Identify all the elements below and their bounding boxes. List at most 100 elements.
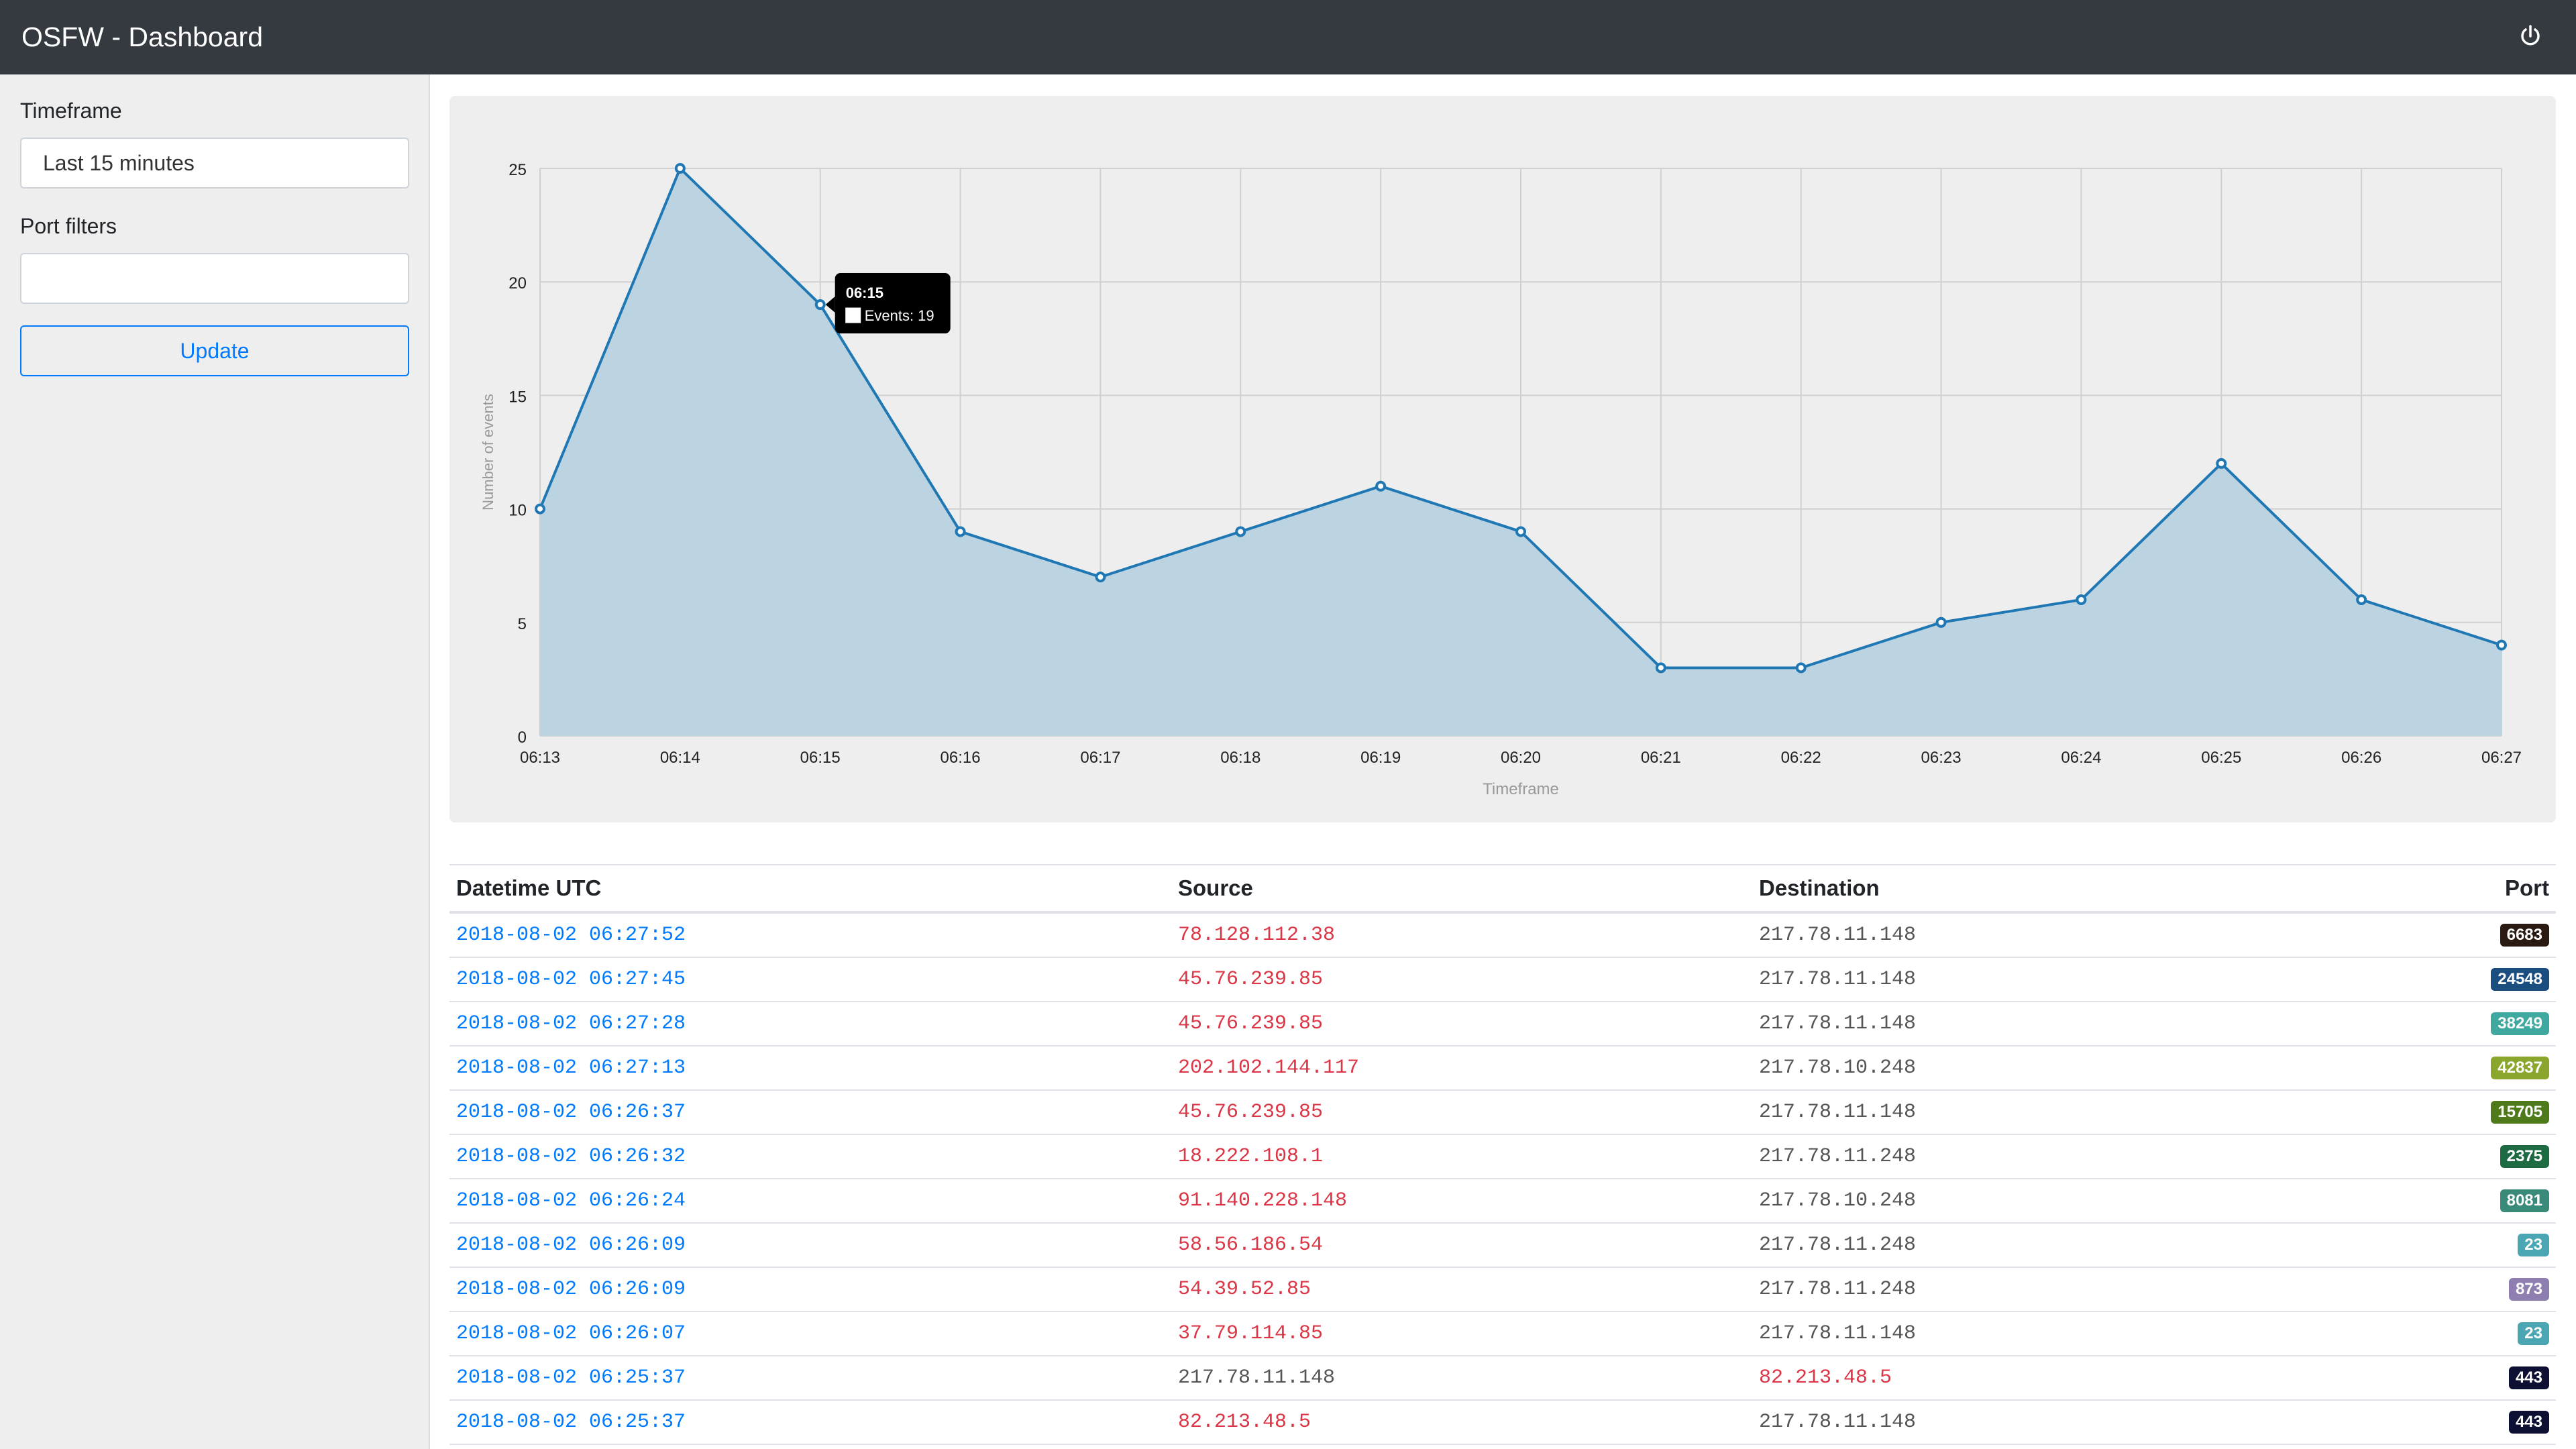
row-port-cell: 6683 — [2356, 912, 2556, 958]
timeframe-select[interactable]: Last 15 minutes — [20, 138, 409, 189]
row-source: 202.102.144.117 — [1171, 1046, 1752, 1091]
row-datetime-link[interactable]: 2018-08-02 06:27:13 — [449, 1046, 1171, 1091]
port-badge: 873 — [2508, 1278, 2549, 1301]
row-port-cell: 443 — [2356, 1356, 2556, 1401]
events-chart: 0 5 10 15 20 25 06:13 06:14 06:15 06:16 06:17 06:18… — [480, 161, 2522, 798]
data-point — [2216, 458, 2227, 469]
row-port-cell: 38249 — [2356, 1002, 2556, 1046]
data-point — [814, 299, 826, 311]
row-datetime-link[interactable]: 2018-08-02 06:26:32 — [449, 1134, 1171, 1179]
port-filters-input[interactable] — [20, 253, 409, 304]
data-point — [2076, 594, 2087, 605]
row-datetime-link[interactable]: 2018-08-02 06:26:09 — [449, 1223, 1171, 1268]
x-tick-label: 06:16 — [941, 749, 981, 767]
x-axis-label: Timeframe — [1483, 780, 1559, 798]
port-badge: 8081 — [2500, 1189, 2549, 1212]
top-navbar: OSFW - Dashboard — [0, 0, 2576, 74]
row-port-cell: 443 — [2356, 1400, 2556, 1445]
data-point — [535, 503, 545, 515]
table-row: 2018-08-02 06:26:32 18.222.108.1 217.78.11… — [449, 1134, 2556, 1179]
row-datetime-link[interactable]: 2018-08-02 06:27:45 — [449, 957, 1171, 1002]
data-point — [1095, 572, 1106, 583]
x-tick-label: 06:14 — [660, 749, 700, 767]
row-port-cell: 24548 — [2356, 957, 2556, 1002]
row-datetime-link[interactable]: 2018-08-02 06:26:37 — [449, 1090, 1171, 1135]
x-tick-label: 06:19 — [1360, 749, 1401, 767]
power-icon[interactable] — [2517, 23, 2544, 50]
port-badge: 6683 — [2500, 924, 2549, 947]
row-source: 217.78.11.148 — [1171, 1356, 1752, 1401]
row-destination: 82.213.48.5 — [1752, 1356, 2356, 1401]
chart-tooltip — [835, 273, 951, 334]
row-port-cell: 873 — [2356, 1267, 2556, 1312]
table-row: 2018-08-02 06:27:13 202.102.144.117 217.78… — [449, 1046, 2556, 1091]
table-row: 2018-08-02 06:27:45 45.76.239.85 217.78.11… — [449, 957, 2556, 1002]
row-datetime-link[interactable]: 2018-08-02 06:27:28 — [449, 1002, 1171, 1046]
table-row: 2018-08-02 06:26:37 45.76.239.85 217.78.11… — [449, 1090, 2556, 1135]
data-point — [1515, 526, 1526, 537]
x-tick-label: 06:23 — [1921, 749, 1962, 767]
data-point — [955, 526, 966, 537]
y-tick-label: 25 — [508, 161, 527, 179]
row-port-cell: 15705 — [2356, 1090, 2556, 1135]
row-datetime-link[interactable]: 2018-08-02 06:25:37 — [449, 1400, 1171, 1445]
port-badge: 443 — [2508, 1366, 2549, 1389]
row-destination: 217.78.11.148 — [1752, 1311, 2356, 1356]
row-source: 18.222.108.1 — [1171, 1134, 1752, 1179]
port-badge: 24548 — [2491, 968, 2549, 991]
events-table: Datetime UTC Source Destination Port 201… — [449, 864, 2556, 1445]
row-source: 82.213.48.5 — [1171, 1400, 1752, 1445]
tooltip-label: Events: 19 — [865, 307, 934, 324]
header-port: Port — [2356, 864, 2556, 914]
row-destination: 217.78.11.148 — [1752, 912, 2356, 958]
header-datetime: Datetime UTC — [449, 864, 1171, 914]
header-destination: Destination — [1752, 864, 2356, 914]
row-source: 91.140.228.148 — [1171, 1179, 1752, 1224]
y-axis-label: Number of events — [480, 394, 496, 511]
row-destination: 217.78.11.148 — [1752, 957, 2356, 1002]
port-filters-label: Port filters — [20, 214, 117, 238]
x-tick-label: 06:15 — [800, 749, 841, 767]
port-badge: 2375 — [2500, 1145, 2549, 1168]
row-destination: 217.78.10.248 — [1752, 1179, 2356, 1224]
row-datetime-link[interactable]: 2018-08-02 06:26:07 — [449, 1311, 1171, 1356]
x-tick-label: 06:27 — [2481, 749, 2522, 767]
x-tick-label: 06:20 — [1501, 749, 1541, 767]
port-badge: 15705 — [2491, 1101, 2549, 1124]
y-tick-label: 5 — [518, 615, 527, 633]
port-badge: 23 — [2518, 1234, 2549, 1256]
row-destination: 217.78.11.148 — [1752, 1400, 2356, 1445]
y-tick-label: 15 — [508, 388, 527, 406]
row-source: 45.76.239.85 — [1171, 957, 1752, 1002]
data-point — [2496, 639, 2507, 651]
header-source: Source — [1171, 864, 1752, 914]
row-destination: 217.78.11.248 — [1752, 1267, 2356, 1312]
tooltip-caret — [825, 297, 835, 313]
series-area-fill — [540, 168, 2502, 736]
x-tick-label: 06:13 — [520, 749, 560, 767]
table-row: 2018-08-02 06:26:09 54.39.52.85 217.78.11.… — [449, 1267, 2556, 1312]
row-datetime-link[interactable]: 2018-08-02 06:26:09 — [449, 1267, 1171, 1312]
tooltip-title: 06:15 — [846, 284, 883, 301]
chart-panel: 0 5 10 15 20 25 06:13 06:14 06:15 06:16 06:17 06:18… — [449, 96, 2556, 822]
data-point — [1655, 662, 1666, 674]
data-point — [1935, 616, 1947, 628]
row-datetime-link[interactable]: 2018-08-02 06:26:24 — [449, 1179, 1171, 1224]
row-source: 45.76.239.85 — [1171, 1002, 1752, 1046]
table-row: 2018-08-02 06:26:24 91.140.228.148 217.78.… — [449, 1179, 2556, 1224]
table-header-row: Datetime UTC Source Destination Port — [449, 864, 2556, 914]
x-tick-label: 06:22 — [1781, 749, 1821, 767]
row-port-cell: 23 — [2356, 1223, 2556, 1268]
x-tick-label: 06:24 — [2061, 749, 2101, 767]
row-port-cell: 42837 — [2356, 1046, 2556, 1091]
row-destination: 217.78.11.248 — [1752, 1223, 2356, 1268]
row-port-cell: 2375 — [2356, 1134, 2556, 1179]
y-tick-label: 20 — [508, 274, 527, 292]
y-tick-label: 0 — [518, 729, 527, 747]
row-datetime-link[interactable]: 2018-08-02 06:25:37 — [449, 1356, 1171, 1401]
port-badge: 23 — [2518, 1322, 2549, 1345]
row-datetime-link[interactable]: 2018-08-02 06:27:52 — [449, 912, 1171, 958]
table-row: 2018-08-02 06:26:07 37.79.114.85 217.78.11… — [449, 1311, 2556, 1356]
update-button[interactable]: Update — [20, 325, 409, 376]
app-title: OSFW - Dashboard — [21, 21, 263, 52]
